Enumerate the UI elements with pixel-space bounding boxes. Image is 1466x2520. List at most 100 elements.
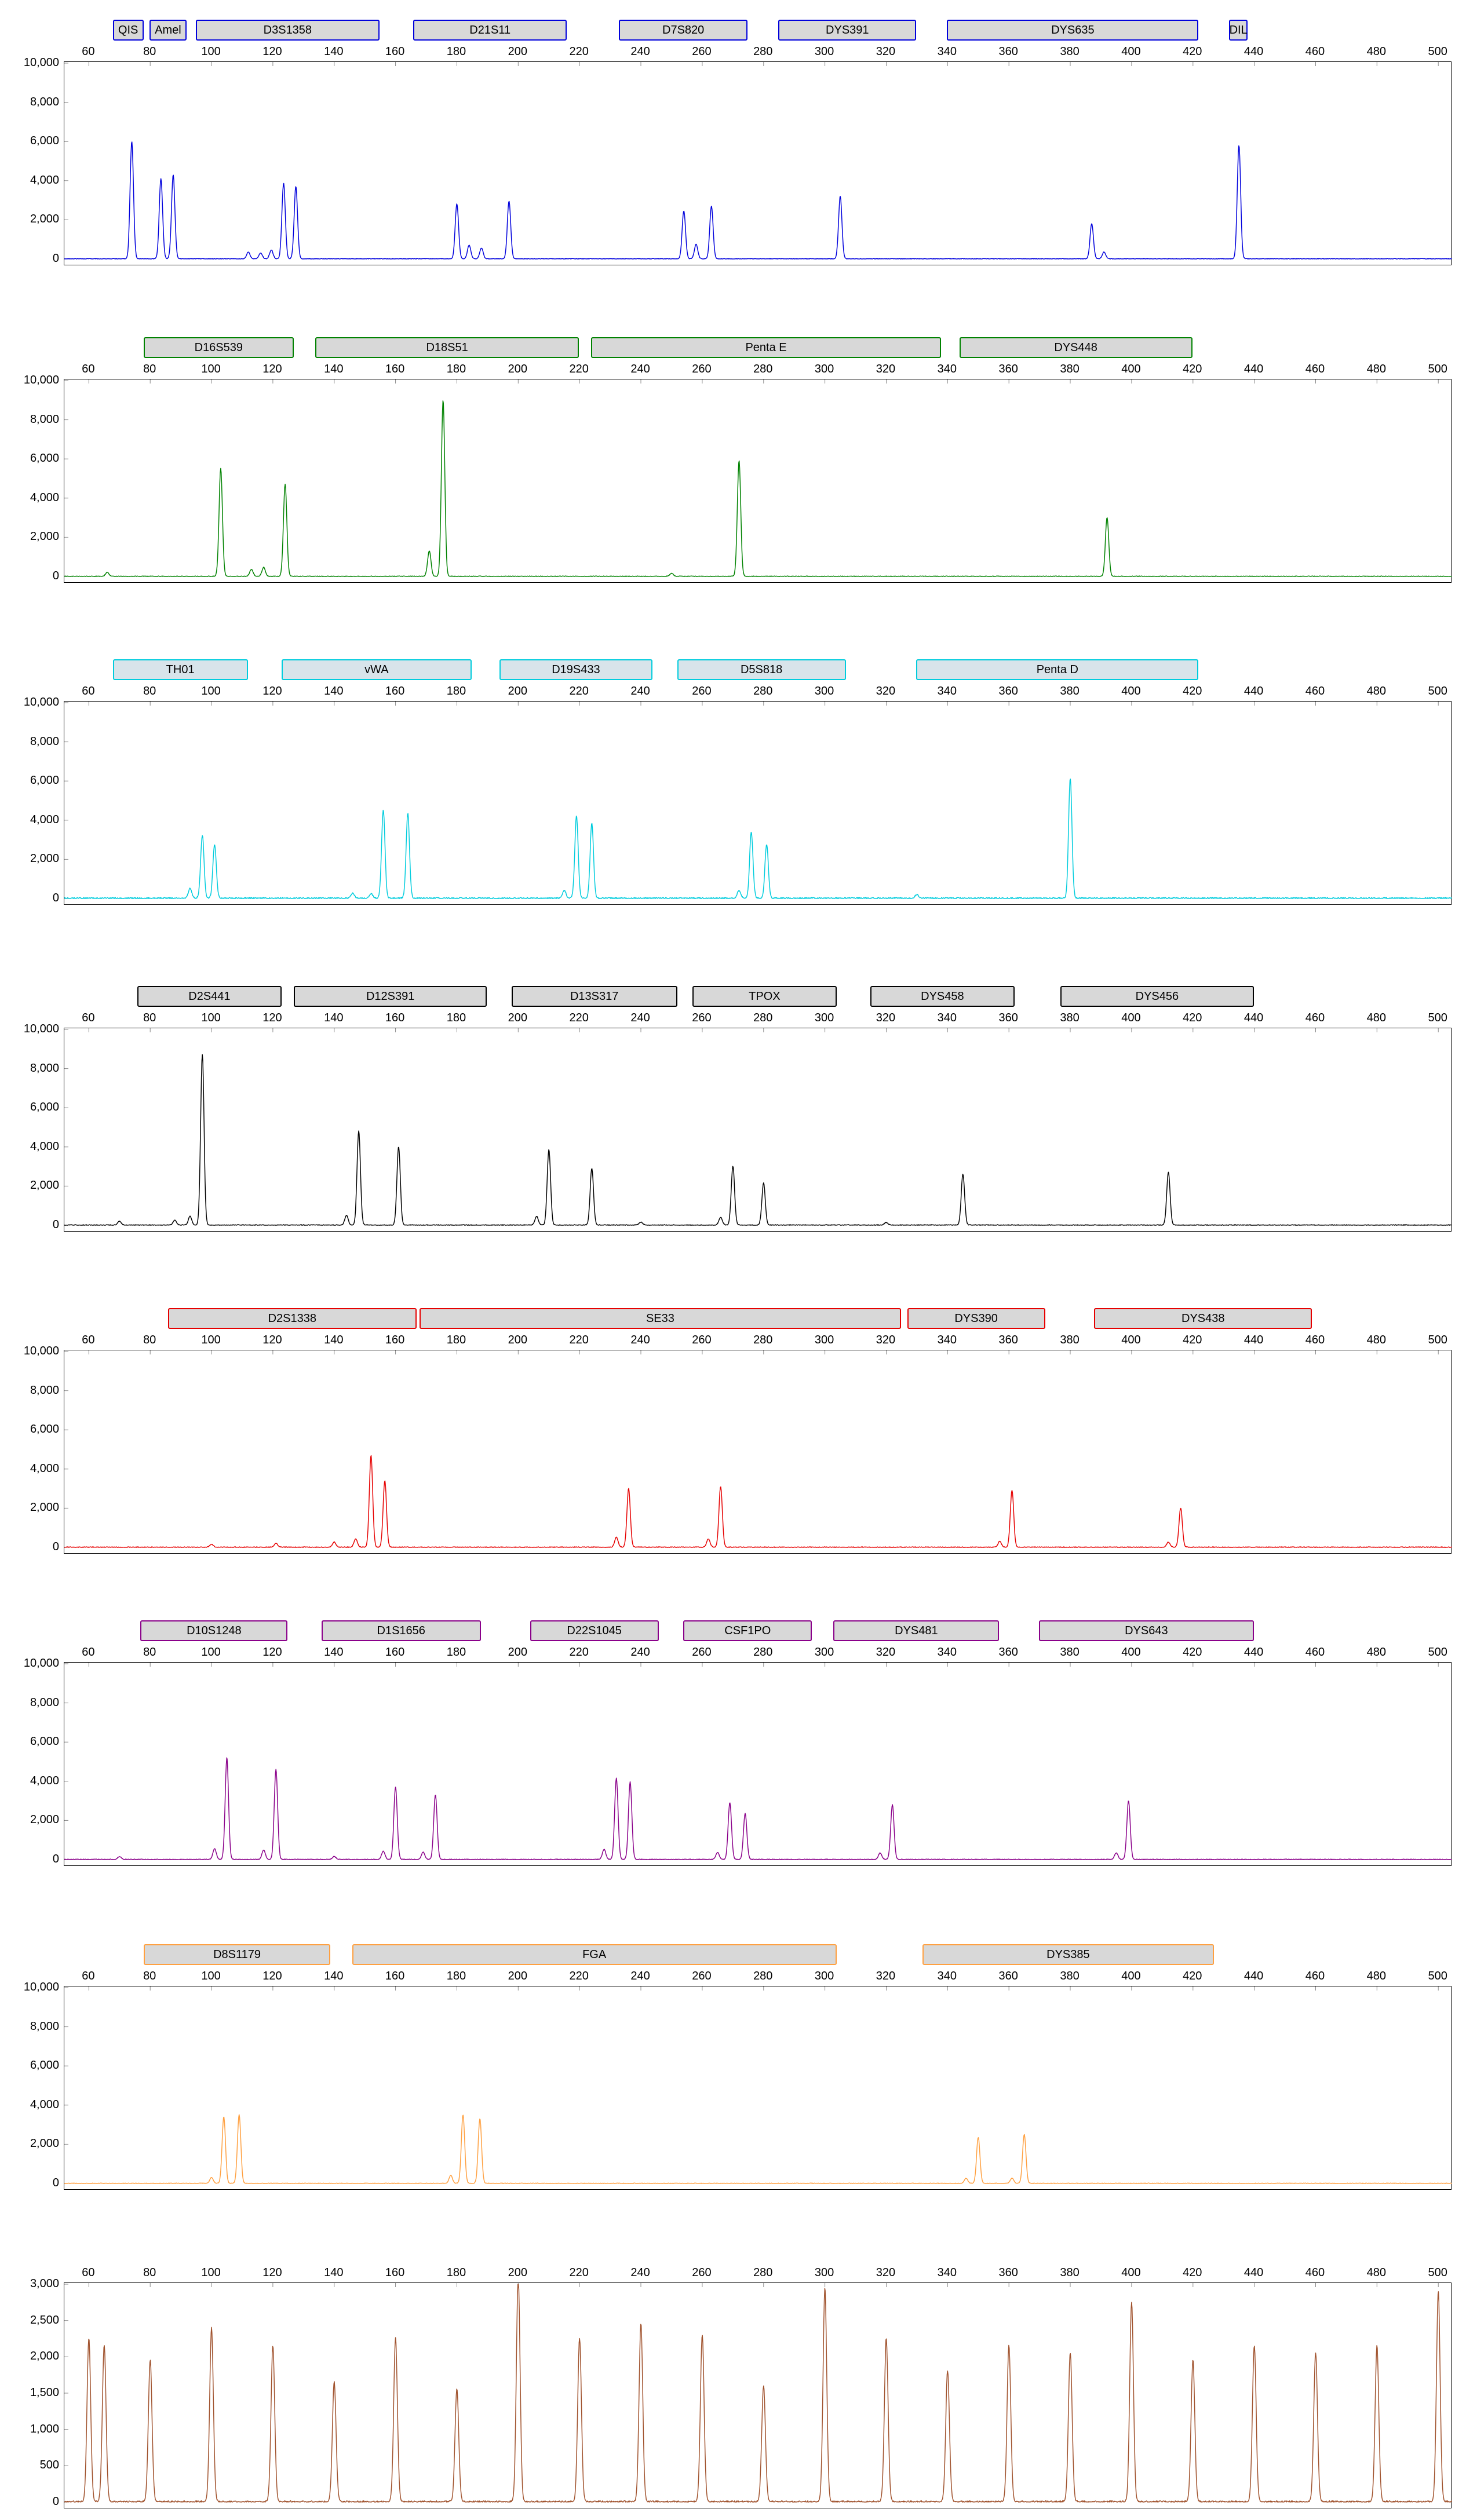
x-tick-label: 320 [876, 1646, 896, 1659]
marker-dys385: DYS385 [922, 1944, 1214, 1965]
x-tick-label: 440 [1243, 1011, 1264, 1024]
y-tick-label: 0 [52, 1540, 59, 1553]
x-tick-label: 160 [385, 1334, 405, 1346]
marker-tpox: TPOX [692, 986, 837, 1007]
marker-label: DYS438 [1181, 1312, 1225, 1325]
marker-d13s317: D13S317 [511, 986, 677, 1007]
x-tick-label: 440 [1243, 1970, 1264, 1982]
trace-line-purple [64, 1757, 1452, 1860]
trace-plot-purple[interactable] [64, 1662, 1452, 1866]
x-tick-label: 280 [753, 685, 773, 697]
marker-d18s51: D18S51 [315, 337, 579, 358]
x-tick-label: 80 [143, 1011, 156, 1024]
x-tick-label: 220 [569, 363, 589, 375]
x-tick-label: 440 [1243, 685, 1264, 697]
marker-fga: FGA [352, 1944, 837, 1965]
x-tick-label: 160 [385, 363, 405, 375]
trace-plot-green[interactable] [64, 379, 1452, 583]
marker-label: CSF1PO [724, 1624, 771, 1637]
x-tick-label: 300 [814, 1011, 834, 1024]
marker-label: D7S820 [662, 24, 705, 36]
y-tick-label: 2,000 [30, 213, 59, 226]
trace-plot-black[interactable] [64, 1028, 1452, 1232]
x-tick-label: 380 [1060, 45, 1080, 58]
x-tick-label: 360 [998, 1970, 1018, 1982]
x-tick-label: 460 [1305, 45, 1325, 58]
y-tick-label: 6,000 [30, 452, 59, 465]
x-tick-label: 240 [630, 2266, 650, 2279]
x-tick-label: 220 [569, 1646, 589, 1659]
marker-d10s1248: D10S1248 [140, 1620, 288, 1641]
x-tick-label: 380 [1060, 1646, 1080, 1659]
y-tick-label: 6,000 [30, 1735, 59, 1748]
x-tick-label: 100 [201, 45, 221, 58]
x-tick-label: 500 [1428, 1970, 1447, 1982]
trace-plot-blue[interactable] [64, 61, 1452, 265]
x-tick-label: 140 [324, 1970, 344, 1982]
x-tick-label: 460 [1305, 1646, 1325, 1659]
x-tick-label: 420 [1183, 685, 1202, 697]
x-tick-label: 160 [385, 45, 405, 58]
y-tick-label: 0 [52, 1853, 59, 1865]
trace-svg [64, 1028, 1452, 1226]
x-tick-label: 460 [1305, 363, 1325, 375]
x-tick-label: 300 [814, 363, 834, 375]
marker-d7s820: D7S820 [619, 20, 748, 41]
x-tick-label: 140 [324, 45, 344, 58]
y-tick-label: 500 [39, 2459, 59, 2472]
trace-plot-cyan[interactable] [64, 701, 1452, 905]
x-tick-label: 240 [630, 1970, 650, 1982]
marker-dys635: DYS635 [947, 20, 1199, 41]
x-tick-label: 440 [1243, 45, 1264, 58]
panel-cyan: TH01 vWA D19S433 D5S818 Penta D 60 80 100 120 140… [0, 648, 1466, 907]
x-tick-label: 300 [814, 45, 834, 58]
marker-d16s539: D16S539 [143, 337, 294, 358]
marker-d12s391: D12S391 [293, 986, 487, 1007]
y-tick-label: 6,000 [30, 1423, 59, 1436]
marker-dil: DIL [1229, 20, 1248, 41]
panel-purple: D10S1248 D1S1656 D22S1045 CSF1PO DYS481 DYS64… [0, 1609, 1466, 1868]
trace-plot-size-standard[interactable] [64, 2282, 1452, 2508]
x-tick-label: 280 [753, 45, 773, 58]
x-tick-label: 360 [998, 685, 1018, 697]
marker-label: SE33 [646, 1312, 674, 1325]
trace-line-black [64, 1054, 1452, 1226]
y-tick-label: 8,000 [30, 2019, 59, 2033]
trace-line-red [64, 1455, 1452, 1548]
panel-size-standard: 60 80 100 120 140 160 180 200 220 240 260 280 300 320… [0, 2206, 1466, 2511]
x-tick-label: 280 [753, 363, 773, 375]
x-tick-label: 500 [1428, 685, 1447, 697]
y-tick-label: 10,000 [23, 1022, 59, 1035]
x-tick-label: 220 [569, 45, 589, 58]
x-tick-label: 200 [508, 45, 528, 58]
x-tick-label: 60 [82, 1011, 95, 1024]
x-tick-label: 340 [937, 685, 957, 697]
x-tick-label: 420 [1183, 1970, 1202, 1982]
x-tick-label: 100 [201, 363, 221, 375]
x-tick-label: 80 [143, 363, 156, 375]
x-tick-label: 300 [814, 1646, 834, 1659]
x-tick-label: 380 [1060, 363, 1080, 375]
y-tick-label: 1,500 [30, 2386, 59, 2399]
x-tick-label: 360 [998, 1011, 1018, 1024]
x-tick-label: 60 [82, 2266, 95, 2279]
trace-plot-orange[interactable] [64, 1986, 1452, 2190]
x-tick-label: 420 [1183, 1011, 1202, 1024]
x-tick-label: 320 [876, 1011, 896, 1024]
marker-label: DYS448 [1054, 341, 1097, 354]
x-tick-label: 160 [385, 685, 405, 697]
y-tick-label: 8,000 [30, 95, 59, 108]
marker-th01: TH01 [112, 659, 248, 680]
x-tick-label: 480 [1366, 1011, 1386, 1024]
trace-line-cyan [64, 778, 1452, 899]
trace-plot-red[interactable] [64, 1350, 1452, 1554]
x-tick-label: 80 [143, 685, 156, 697]
x-tick-label: 180 [446, 363, 466, 375]
panel-blue: QIS Amel D3S1358 D21S11 D7S820 DYS391 DYS635 DI… [0, 8, 1466, 268]
x-tick-label: 80 [143, 45, 156, 58]
x-tick-label: 400 [1121, 1334, 1141, 1346]
x-tick-label: 240 [630, 685, 650, 697]
x-tick-label: 220 [569, 2266, 589, 2279]
x-tick-label: 440 [1243, 1334, 1264, 1346]
x-tick-label: 320 [876, 363, 896, 375]
